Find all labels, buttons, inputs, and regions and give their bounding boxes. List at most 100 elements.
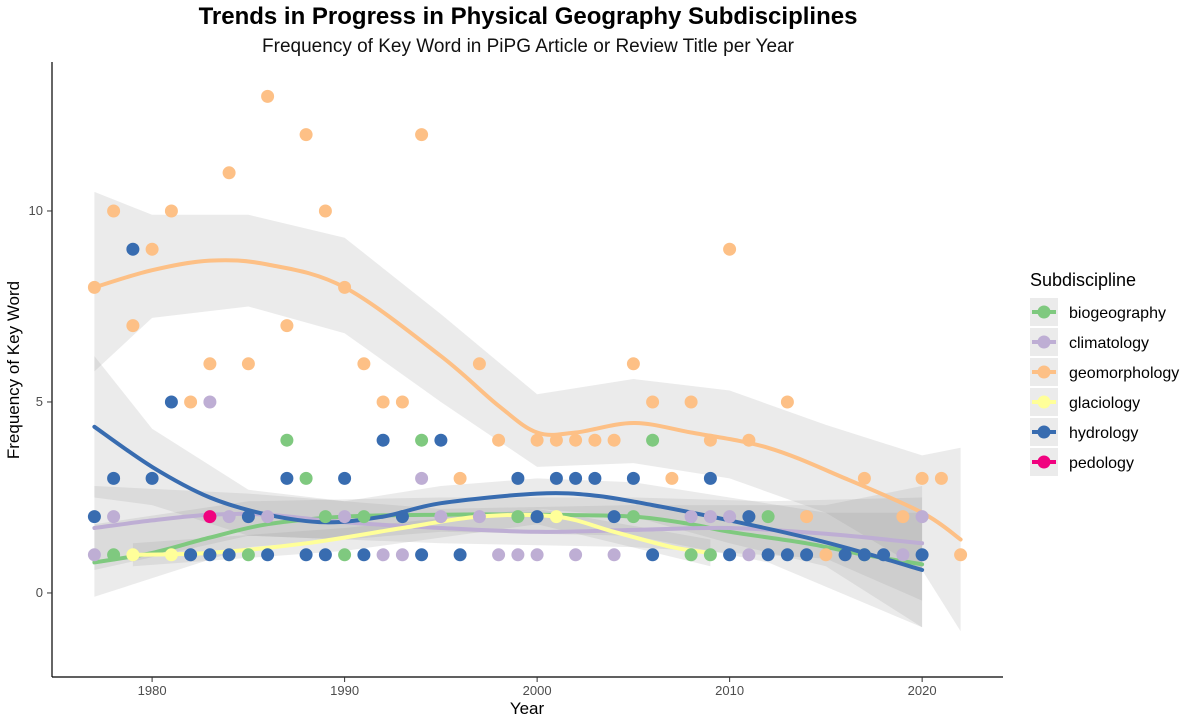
data-point-biogeography	[280, 433, 294, 447]
data-point-geomorphology	[934, 471, 948, 485]
data-points	[87, 89, 968, 562]
data-point-hydrology	[626, 471, 640, 485]
data-point-hydrology	[415, 548, 429, 562]
data-point-biogeography	[626, 510, 640, 524]
data-point-climatology	[434, 510, 448, 524]
data-point-geomorphology	[819, 548, 833, 562]
data-point-hydrology	[549, 471, 563, 485]
data-point-hydrology	[723, 548, 737, 562]
data-point-geomorphology	[107, 204, 121, 218]
data-point-climatology	[915, 510, 929, 524]
y-axis-title: Frequency of Key Word	[4, 281, 23, 459]
data-point-geomorphology	[164, 204, 178, 218]
data-point-hydrology	[607, 510, 621, 524]
data-point-hydrology	[569, 471, 583, 485]
data-point-geomorphology	[280, 319, 294, 333]
legend: Subdiscipline biogeography climatology geo…	[1030, 270, 1179, 476]
data-point-geomorphology	[222, 166, 236, 180]
data-point-hydrology	[588, 471, 602, 485]
data-point-geomorphology	[588, 433, 602, 447]
legend-label-glaciology: glaciology	[1069, 395, 1140, 412]
x-tick-label: 2010	[715, 683, 744, 698]
data-point-geomorphology	[145, 242, 159, 256]
data-point-hydrology	[530, 510, 544, 524]
data-point-climatology	[530, 548, 544, 562]
plot-area	[87, 89, 968, 632]
x-tick-label: 1990	[330, 683, 359, 698]
data-point-geomorphology	[896, 510, 910, 524]
data-point-climatology	[261, 510, 275, 524]
legend-marker-glaciology	[1037, 395, 1051, 409]
x-tick-label: 1980	[138, 683, 167, 698]
y-tick-label: 5	[36, 394, 43, 409]
legend-marker-biogeography	[1037, 305, 1051, 319]
data-point-biogeography	[761, 510, 775, 524]
data-point-climatology	[376, 548, 390, 562]
data-point-biogeography	[684, 548, 698, 562]
data-point-biogeography	[511, 510, 525, 524]
data-point-geomorphology	[492, 433, 506, 447]
data-point-biogeography	[415, 433, 429, 447]
data-point-hydrology	[222, 548, 236, 562]
data-point-geomorphology	[800, 510, 814, 524]
data-point-geomorphology	[742, 433, 756, 447]
data-point-climatology	[896, 548, 910, 562]
data-point-geomorphology	[184, 395, 198, 409]
data-point-geomorphology	[646, 395, 660, 409]
data-point-hydrology	[857, 548, 871, 562]
data-point-hydrology	[357, 548, 371, 562]
data-point-hydrology	[511, 471, 525, 485]
data-point-geomorphology	[915, 471, 929, 485]
data-point-hydrology	[164, 395, 178, 409]
data-point-geomorphology	[299, 128, 313, 142]
data-point-climatology	[415, 471, 429, 485]
data-point-geomorphology	[395, 395, 409, 409]
data-point-biogeography	[318, 510, 332, 524]
data-point-hydrology	[395, 510, 409, 524]
data-point-geomorphology	[472, 357, 486, 371]
data-point-geomorphology	[338, 280, 352, 294]
y-axis-ticks: 0 5 10	[29, 203, 52, 600]
data-point-geomorphology	[780, 395, 794, 409]
data-point-biogeography	[646, 433, 660, 447]
data-point-hydrology	[126, 242, 140, 256]
data-point-climatology	[338, 510, 352, 524]
data-point-biogeography	[703, 548, 717, 562]
data-point-climatology	[222, 510, 236, 524]
data-point-hydrology	[646, 548, 660, 562]
data-point-climatology	[607, 548, 621, 562]
data-point-climatology	[684, 510, 698, 524]
legend-marker-hydrology	[1037, 425, 1051, 439]
data-point-biogeography	[357, 510, 371, 524]
data-point-hydrology	[800, 548, 814, 562]
data-point-hydrology	[434, 433, 448, 447]
data-point-glaciology	[164, 548, 178, 562]
data-point-hydrology	[915, 548, 929, 562]
data-point-hydrology	[145, 471, 159, 485]
x-axis-ticks: 1980 1990 2000 2010 2020	[138, 677, 937, 698]
data-point-biogeography	[241, 548, 255, 562]
legend-items: biogeography climatology geomorphology glac…	[1030, 298, 1179, 476]
confidence-band-glaciology	[132, 508, 711, 567]
data-point-geomorphology	[549, 433, 563, 447]
data-point-hydrology	[742, 510, 756, 524]
data-point-pedology	[203, 510, 217, 524]
data-point-hydrology	[87, 510, 101, 524]
data-point-climatology	[742, 548, 756, 562]
legend-title: Subdiscipline	[1030, 270, 1136, 290]
data-point-geomorphology	[723, 242, 737, 256]
data-point-hydrology	[703, 471, 717, 485]
data-point-hydrology	[838, 548, 852, 562]
data-point-geomorphology	[453, 471, 467, 485]
trend-line-geomorphology	[92, 258, 963, 542]
y-tick-label: 0	[36, 585, 43, 600]
data-point-biogeography	[299, 471, 313, 485]
chart-title: Trends in Progress in Physical Geography…	[199, 3, 858, 30]
legend-label-biogeography: biogeography	[1069, 305, 1166, 322]
data-point-climatology	[569, 548, 583, 562]
y-tick-label: 10	[29, 203, 43, 218]
chart-subtitle: Frequency of Key Word in PiPG Article or…	[262, 36, 795, 57]
data-point-hydrology	[780, 548, 794, 562]
data-point-hydrology	[877, 548, 891, 562]
